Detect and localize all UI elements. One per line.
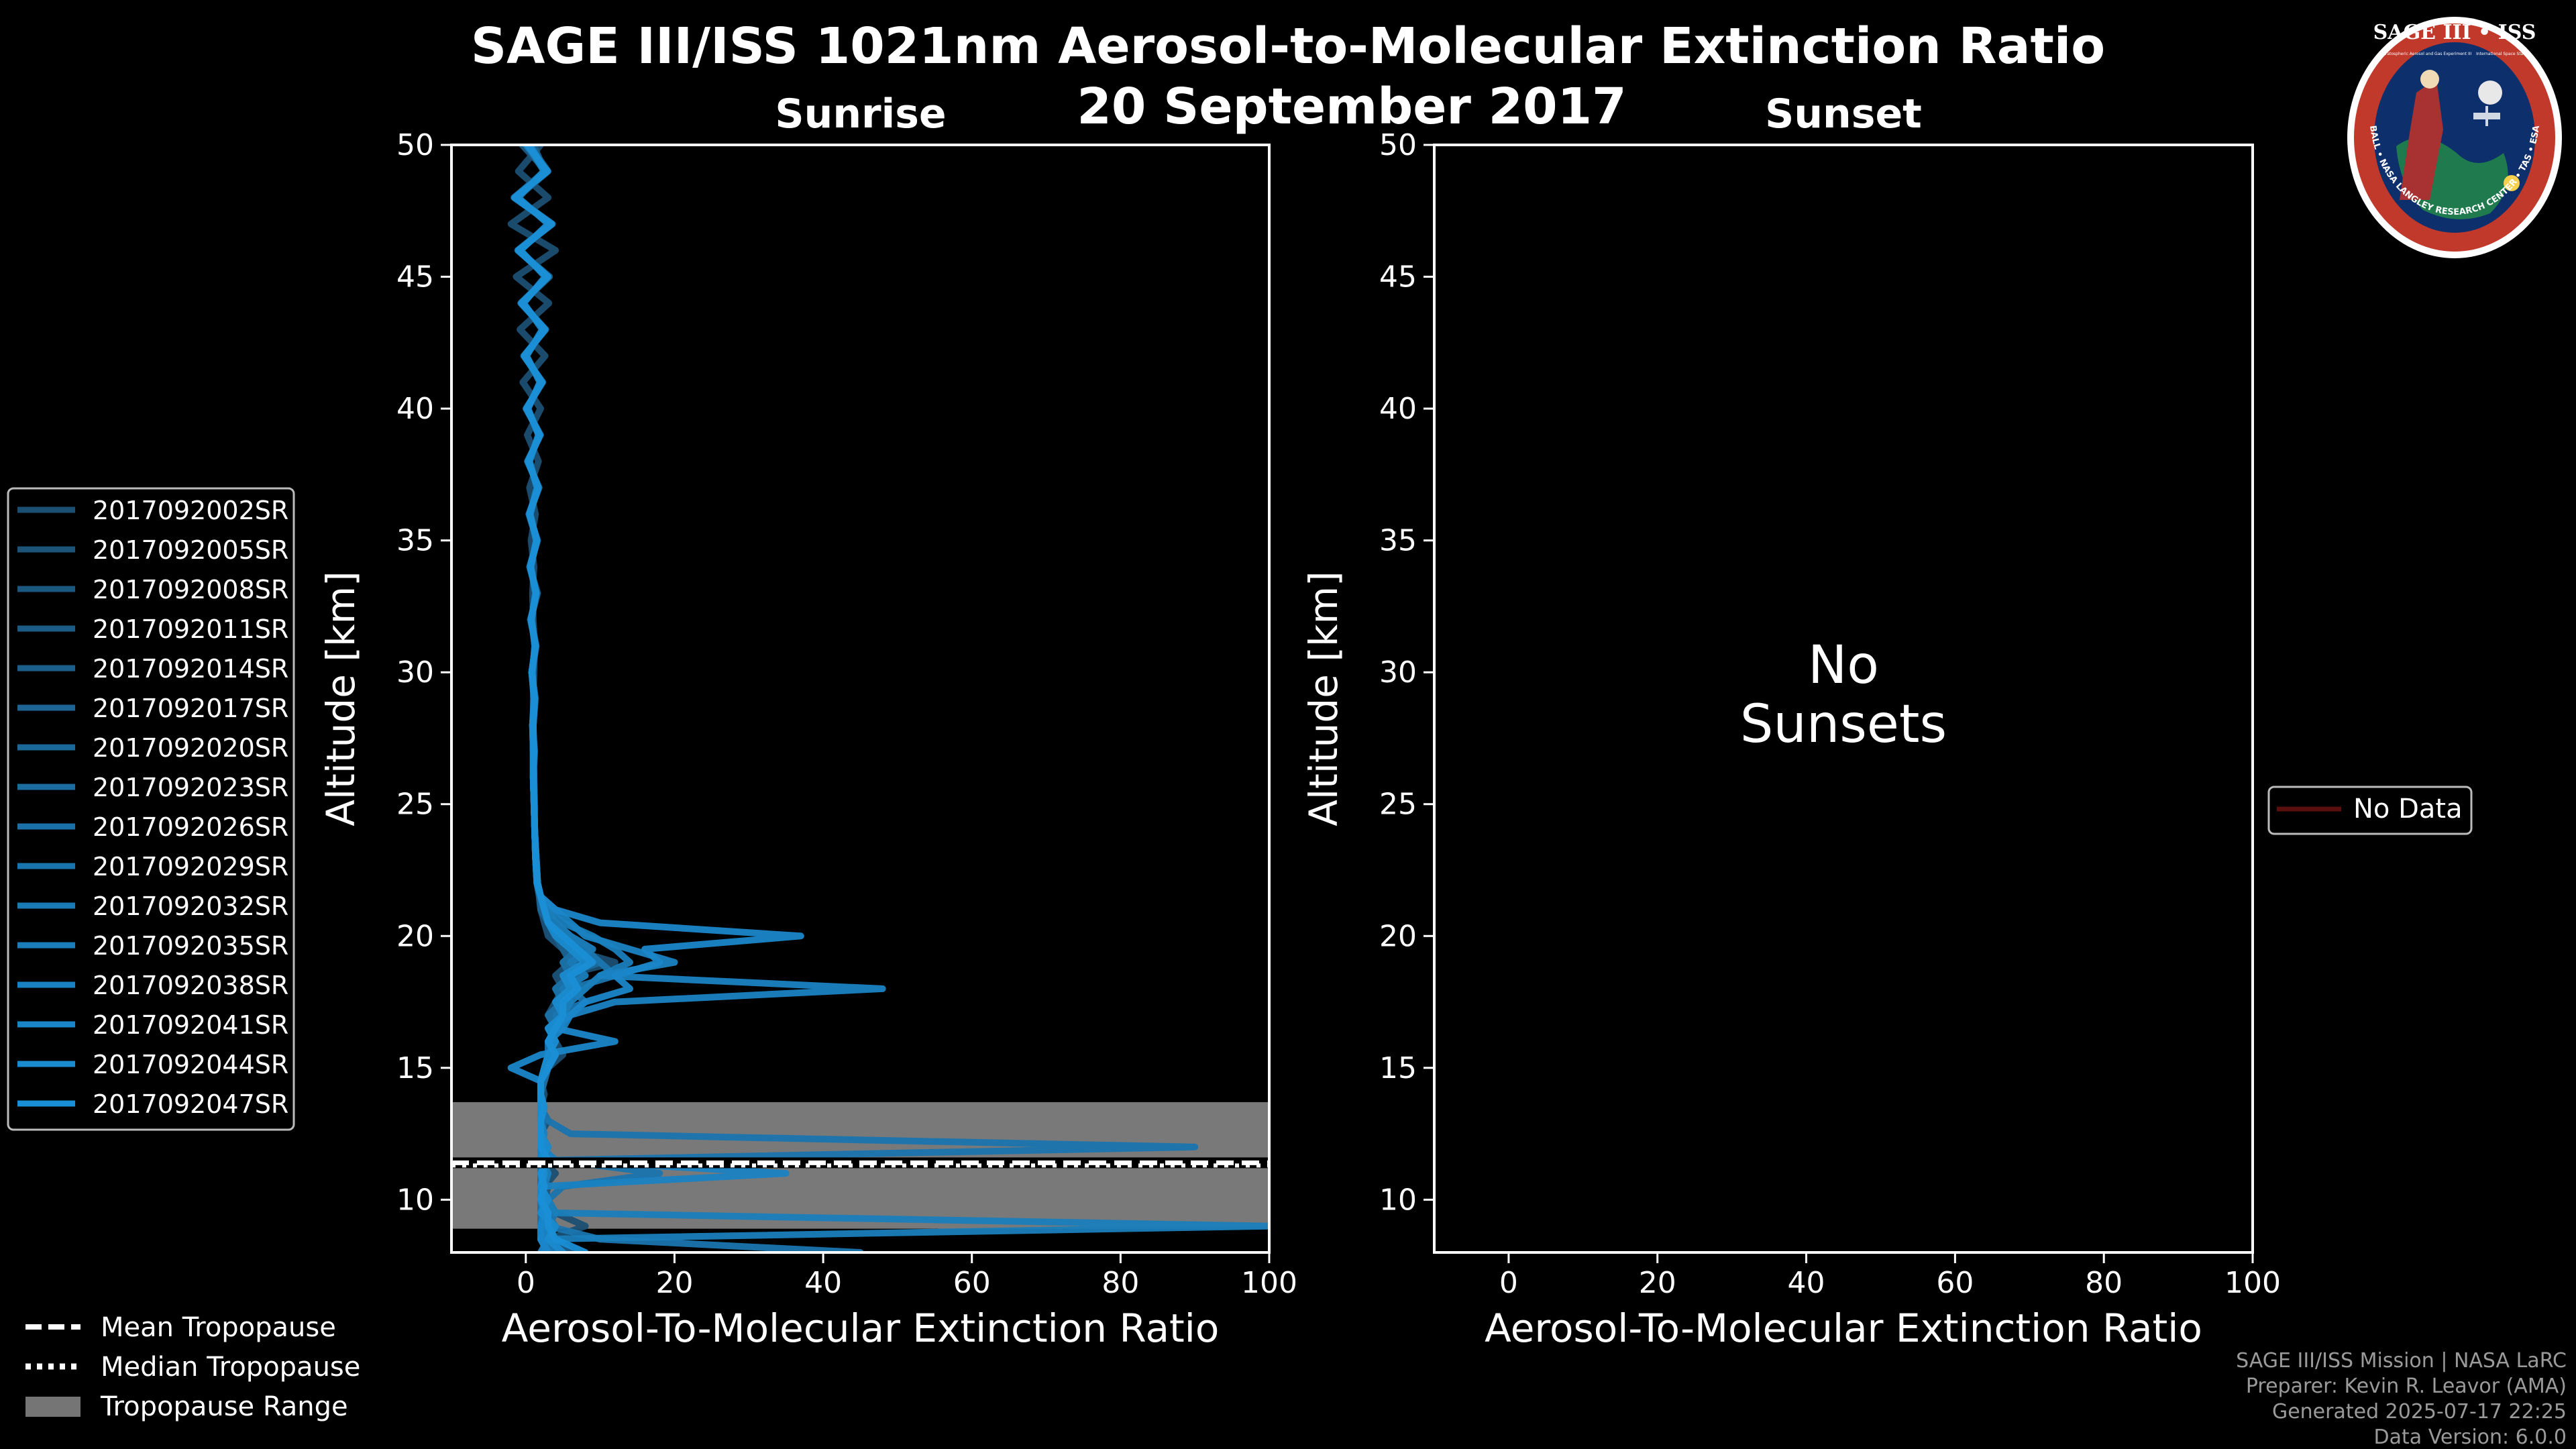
sunset-xtick-label: 20 xyxy=(1639,1266,1676,1300)
sunrise-ytick-label: 25 xyxy=(396,788,434,822)
sunset-xtick-label: 0 xyxy=(1499,1266,1518,1300)
sunrise-xtick-label: 0 xyxy=(517,1266,535,1300)
legend-label-2017092035SR: 2017092035SR xyxy=(93,931,288,961)
legend-label-2017092047SR: 2017092047SR xyxy=(93,1089,288,1119)
footer-preparer: Preparer: Kevin R. Leavor (AMA) xyxy=(2246,1375,2567,1398)
sunrise-ytick-label: 10 xyxy=(396,1183,434,1217)
sunrise-xtick-label: 40 xyxy=(804,1266,842,1300)
legend-label-2017092026SR: 2017092026SR xyxy=(93,812,288,842)
legend-label-2017092020SR: 2017092020SR xyxy=(93,733,288,763)
legend-label-2017092008SR: 2017092008SR xyxy=(93,575,288,604)
footer-generated: Generated 2025-07-17 22:25 xyxy=(2272,1400,2567,1424)
sunset-panel-title: Sunset xyxy=(1765,91,1922,138)
sunrise-xtick-label: 20 xyxy=(655,1266,693,1300)
badge-sub2: International Space Station xyxy=(2476,52,2531,56)
sunset-ytick-label: 45 xyxy=(1379,260,1417,294)
tropopause-range-swatch xyxy=(25,1397,80,1417)
sunrise-ytick-label: 30 xyxy=(396,655,434,690)
legend-label-2017092002SR: 2017092002SR xyxy=(93,496,288,525)
legend-label-2017092014SR: 2017092014SR xyxy=(93,654,288,684)
footer-credits: SAGE III/ISS Mission | NASA LaRC Prepare… xyxy=(2236,1349,2567,1449)
sunset-axes-frame xyxy=(1433,144,2254,1254)
sunset-legend-frame xyxy=(2267,786,2473,835)
sunrise-axes-frame xyxy=(450,144,1271,1254)
sunrise-ytick-label: 15 xyxy=(396,1051,434,1085)
sunrise-ytick-label: 40 xyxy=(396,392,434,426)
legend-label-2017092005SR: 2017092005SR xyxy=(93,535,288,565)
legend-label-2017092029SR: 2017092029SR xyxy=(93,852,288,881)
no-sunsets-line2: Sunsets xyxy=(1740,694,1947,755)
tropopause-legend: Mean Tropopause Median Tropopause Tropop… xyxy=(25,1312,360,1422)
sunset-yaxis-label: Altitude [km] xyxy=(1301,571,1346,826)
sunset-plot: 0 20 40 60 80 100 10 15 20 25 30 35 40 45 50 Aerosol-To… xyxy=(1301,128,2281,1351)
figure-date: 20 September 2017 xyxy=(1077,78,1626,136)
sunrise-xaxis-label: Aerosol-To-Molecular Extinction Ratio xyxy=(502,1305,1220,1351)
footer-mission: SAGE III/ISS Mission | NASA LaRC xyxy=(2236,1349,2567,1373)
badge-sub1: Stratospheric Aerosol and Gas Experiment… xyxy=(2381,52,2472,56)
mean-tropopause-label: Mean Tropopause xyxy=(101,1312,336,1343)
profile-line-2017092047SR xyxy=(511,145,596,1252)
sunset-xtick-label: 100 xyxy=(2224,1266,2281,1300)
sunset-xaxis-label: Aerosol-To-Molecular Extinction Ratio xyxy=(1485,1305,2202,1351)
badge-title: SAGE III • ISS xyxy=(2373,21,2536,44)
sunrise-legend-items: 2017092002SR 2017092005SR 2017092008SR 2017… xyxy=(17,496,288,1119)
legend-label-2017092023SR: 2017092023SR xyxy=(93,773,288,802)
median-tropopause-label: Median Tropopause xyxy=(101,1352,360,1383)
sunrise-yaxis-label: Altitude [km] xyxy=(318,571,364,826)
sunset-ytick-label: 15 xyxy=(1379,1051,1417,1085)
astronomer-icon xyxy=(2400,79,2443,200)
sunset-xtick-label: 60 xyxy=(1936,1266,1974,1300)
sunrise-xtick-label: 60 xyxy=(953,1266,991,1300)
sunrise-plot: 0 20 40 60 80 100 10 15 20 25 30 35 40 45 50 Aerosol-To… xyxy=(318,128,1297,1351)
sunrise-legend-frame xyxy=(7,487,295,1131)
sunrise-plot-area xyxy=(451,145,1269,1252)
sunrise-xtick-label: 100 xyxy=(1241,1266,1297,1300)
legend-label-2017092044SR: 2017092044SR xyxy=(93,1050,288,1079)
sunset-ytick-label: 30 xyxy=(1379,655,1417,690)
moon-icon xyxy=(2478,80,2502,105)
sunset-legend: No Data xyxy=(2267,786,2473,835)
legend-label-2017092041SR: 2017092041SR xyxy=(93,1010,288,1040)
sunset-ytick-label: 20 xyxy=(1379,919,1417,953)
sunrise-ytick-label: 35 xyxy=(396,524,434,558)
legend-label-2017092038SR: 2017092038SR xyxy=(93,971,288,1000)
sunrise-ytick-label: 20 xyxy=(396,919,434,953)
sunset-ytick-label: 40 xyxy=(1379,392,1417,426)
sunset-ytick-label: 50 xyxy=(1379,128,1417,162)
sunrise-panel-title: Sunrise xyxy=(775,91,946,138)
astronomer-head-icon xyxy=(2420,70,2439,89)
legend-label-2017092017SR: 2017092017SR xyxy=(93,694,288,723)
sun-icon xyxy=(2504,175,2520,191)
legend-label-2017092032SR: 2017092032SR xyxy=(93,892,288,921)
legend-label-2017092011SR: 2017092011SR xyxy=(93,614,288,644)
sunrise-xtick-label: 80 xyxy=(1102,1266,1139,1300)
figure-title: SAGE III/ISS 1021nm Aerosol-to-Molecular… xyxy=(471,17,2105,75)
sunrise-legend: 2017092002SR 2017092005SR 2017092008SR 2017… xyxy=(7,487,295,1131)
no-sunsets-line1: No xyxy=(1808,635,1879,696)
no-data-legend-label: No Data xyxy=(2353,794,2463,824)
tropopause-range-label: Tropopause Range xyxy=(100,1391,348,1422)
sunset-xtick-label: 80 xyxy=(2085,1266,2123,1300)
sunset-ytick-label: 35 xyxy=(1379,524,1417,558)
sage-iii-iss-mission-badge: SAGE III • ISS Stratospheric Aerosol and… xyxy=(2347,17,2562,258)
sunrise-ytick-label: 50 xyxy=(396,128,434,162)
sunrise-ytick-label: 45 xyxy=(396,260,434,294)
footer-version: Data Version: 6.0.0 xyxy=(2374,1426,2567,1449)
sunset-ytick-label: 25 xyxy=(1379,788,1417,822)
sunset-ytick-label: 10 xyxy=(1379,1183,1417,1217)
sunset-xtick-label: 40 xyxy=(1788,1266,1825,1300)
